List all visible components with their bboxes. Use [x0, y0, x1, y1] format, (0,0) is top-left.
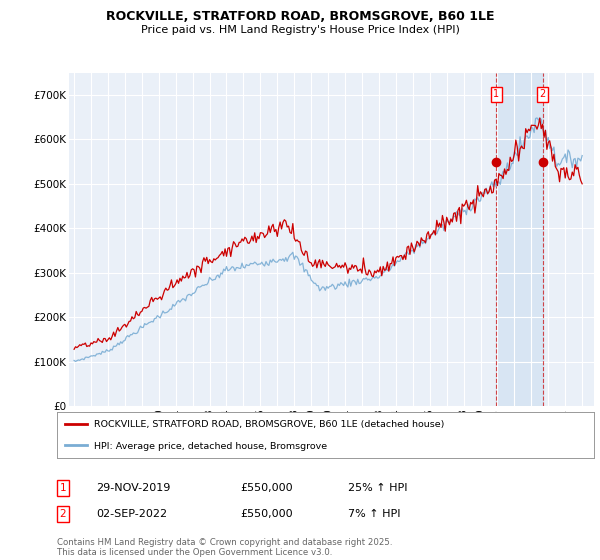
- Text: HPI: Average price, detached house, Bromsgrove: HPI: Average price, detached house, Brom…: [94, 442, 326, 451]
- Text: £550,000: £550,000: [240, 483, 293, 493]
- Text: 2: 2: [539, 90, 546, 100]
- Bar: [496, 73, 542, 406]
- Text: 29-NOV-2019: 29-NOV-2019: [96, 483, 170, 493]
- Text: Price paid vs. HM Land Registry's House Price Index (HPI): Price paid vs. HM Land Registry's House …: [140, 25, 460, 35]
- Text: 2: 2: [59, 509, 67, 519]
- Text: 02-SEP-2022: 02-SEP-2022: [96, 509, 167, 519]
- Text: Contains HM Land Registry data © Crown copyright and database right 2025.
This d: Contains HM Land Registry data © Crown c…: [57, 538, 392, 557]
- Text: 25% ↑ HPI: 25% ↑ HPI: [348, 483, 407, 493]
- Text: ROCKVILLE, STRATFORD ROAD, BROMSGROVE, B60 1LE: ROCKVILLE, STRATFORD ROAD, BROMSGROVE, B…: [106, 10, 494, 23]
- Text: ROCKVILLE, STRATFORD ROAD, BROMSGROVE, B60 1LE (detached house): ROCKVILLE, STRATFORD ROAD, BROMSGROVE, B…: [94, 420, 444, 429]
- Text: 1: 1: [59, 483, 67, 493]
- Text: 1: 1: [493, 90, 499, 100]
- Text: 7% ↑ HPI: 7% ↑ HPI: [348, 509, 401, 519]
- Text: £550,000: £550,000: [240, 509, 293, 519]
